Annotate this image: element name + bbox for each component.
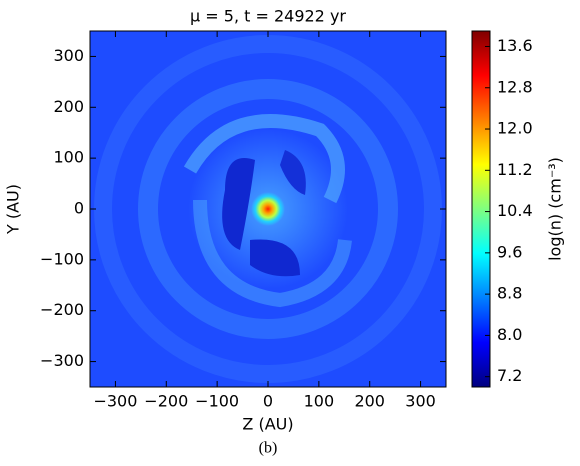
y-tick-label: 0	[74, 199, 84, 218]
x-tick-label: 300	[405, 392, 436, 411]
y-tick-label: 100	[53, 148, 84, 167]
colorbar-tick-label: 11.2	[497, 160, 533, 179]
colorbar-tick-label: 13.6	[497, 36, 533, 55]
colorbar-tick-label: 8.0	[497, 325, 522, 344]
y-axis-label: Y (AU)	[4, 184, 23, 235]
colorbar-tick-label: 10.4	[497, 201, 533, 220]
chart-title: μ = 5, t = 24922 yr	[190, 7, 346, 26]
x-tick-label: 200	[354, 392, 385, 411]
x-tick-label: 100	[304, 392, 335, 411]
colorbar-label: log(n) (cm⁻³)	[546, 157, 565, 261]
colorbar-tick-label: 8.8	[497, 284, 522, 303]
y-tick-label: −300	[40, 351, 84, 370]
colorbar-tick-label: 12.0	[497, 119, 533, 138]
x-tick-label: −200	[144, 392, 188, 411]
y-tick-label: 200	[53, 97, 84, 116]
y-tick-label: −200	[40, 300, 84, 319]
x-tick-label: −300	[93, 392, 137, 411]
x-tick-label: −100	[195, 392, 239, 411]
y-tick-label: −100	[40, 249, 84, 268]
density-field	[90, 31, 446, 387]
colorbar-tick-label: 9.6	[497, 242, 522, 261]
colorbar-tick-label: 7.2	[497, 366, 522, 385]
caption: (b)	[259, 440, 278, 457]
colorbar-tick-label: 12.8	[497, 77, 533, 96]
colorbar	[471, 30, 491, 388]
y-tick-label: 300	[53, 46, 84, 65]
x-tick-label: 0	[263, 392, 273, 411]
x-axis-label: Z (AU)	[242, 415, 293, 434]
